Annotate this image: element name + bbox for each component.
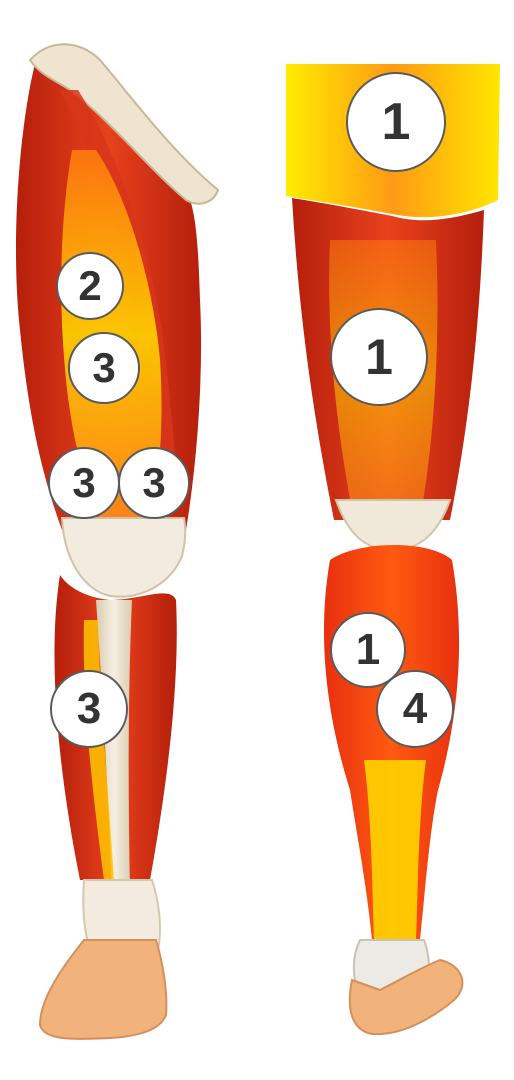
anterior-leg [15, 43, 220, 1040]
label-marker-a-hip-flexor: 2 [56, 252, 124, 320]
posterior-knee [334, 499, 452, 552]
label-marker-a-quad-left: 3 [48, 447, 120, 519]
label-marker-p-calf-lower: 4 [376, 670, 454, 748]
anterior-sartorius [60, 90, 176, 470]
posterior-achilles [364, 760, 426, 940]
anterior-knee [60, 517, 187, 598]
label-marker-a-shin: 3 [50, 670, 128, 748]
label-marker-p-hamstring: 1 [330, 308, 428, 406]
posterior-foot [348, 958, 464, 1036]
label-marker-a-quad-right: 3 [118, 447, 190, 519]
label-marker-p-glute: 1 [346, 72, 446, 172]
anterior-foot [38, 939, 168, 1040]
posterior-leg [286, 64, 500, 1036]
label-marker-a-quad-upper: 3 [68, 332, 140, 404]
